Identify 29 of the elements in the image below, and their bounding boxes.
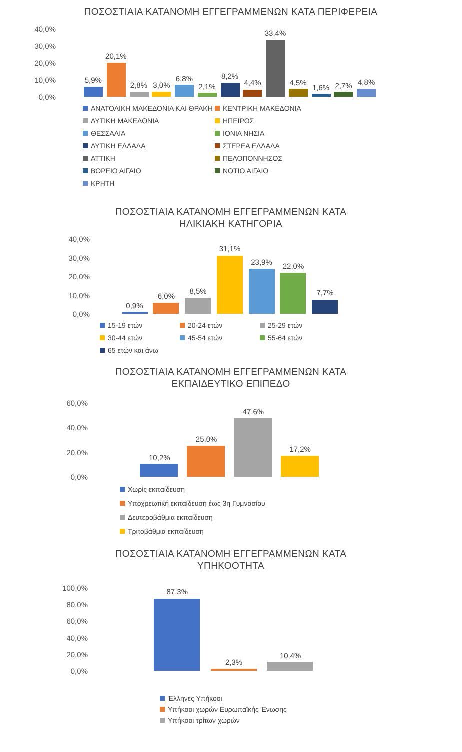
bar [221, 83, 240, 97]
bar [198, 93, 217, 97]
bar [153, 303, 179, 314]
bar [234, 418, 272, 477]
chart-title: ΠΟΣΟΣΤΙΑΙΑ ΚΑΤΑΝΟΜΗ ΕΓΓΕΓΡΑΜΜΕΝΩΝ ΚΑΤΑ ΥΠΗΚΟΟΤΗΤΑ [115, 549, 348, 572]
bar [357, 89, 376, 97]
bar [175, 85, 194, 97]
bar [187, 446, 225, 477]
bar [140, 464, 178, 477]
bar [243, 90, 262, 97]
bar [289, 89, 308, 97]
chart-title: ΠΟΣΟΣΤΙΑΙΑ ΚΑΤΑΝΟΜΗ ΕΓΓΕΓΡΑΜΜΕΝΩΝ ΚΑΤΑ ΠΕΡΙΦΕΡΕΙΑ [84, 7, 378, 18]
bar [154, 599, 200, 671]
chart-title: ΠΟΣΟΣΤΙΑΙΑ ΚΑΤΑΝΟΜΗ ΕΓΓΕΓΡΑΜΜΕΝΩΝ ΚΑΤΑ ΗΛΙΚΙΑΚΗ ΚΑΤΗΓΟΡΙΑ [115, 207, 348, 230]
bar [312, 94, 331, 97]
bar [249, 269, 275, 314]
bar [334, 92, 353, 97]
chart-title: ΠΟΣΟΣΤΙΑΙΑ ΚΑΤΑΝΟΜΗ ΕΓΓΕΓΡΑΜΜΕΝΩΝ ΚΑΤΑ ΕΚΠΑΙΔΕΥΤΙΚΟ ΕΠΙΠΕΔΟ [115, 367, 348, 390]
bar [130, 92, 149, 97]
bar [217, 256, 243, 314]
bar [266, 40, 285, 97]
bar [267, 662, 313, 671]
bar [281, 456, 319, 477]
bar [185, 298, 211, 314]
bar [280, 273, 306, 314]
bar [107, 63, 126, 97]
bar [312, 300, 338, 314]
bar [84, 87, 103, 97]
bar [152, 92, 171, 97]
